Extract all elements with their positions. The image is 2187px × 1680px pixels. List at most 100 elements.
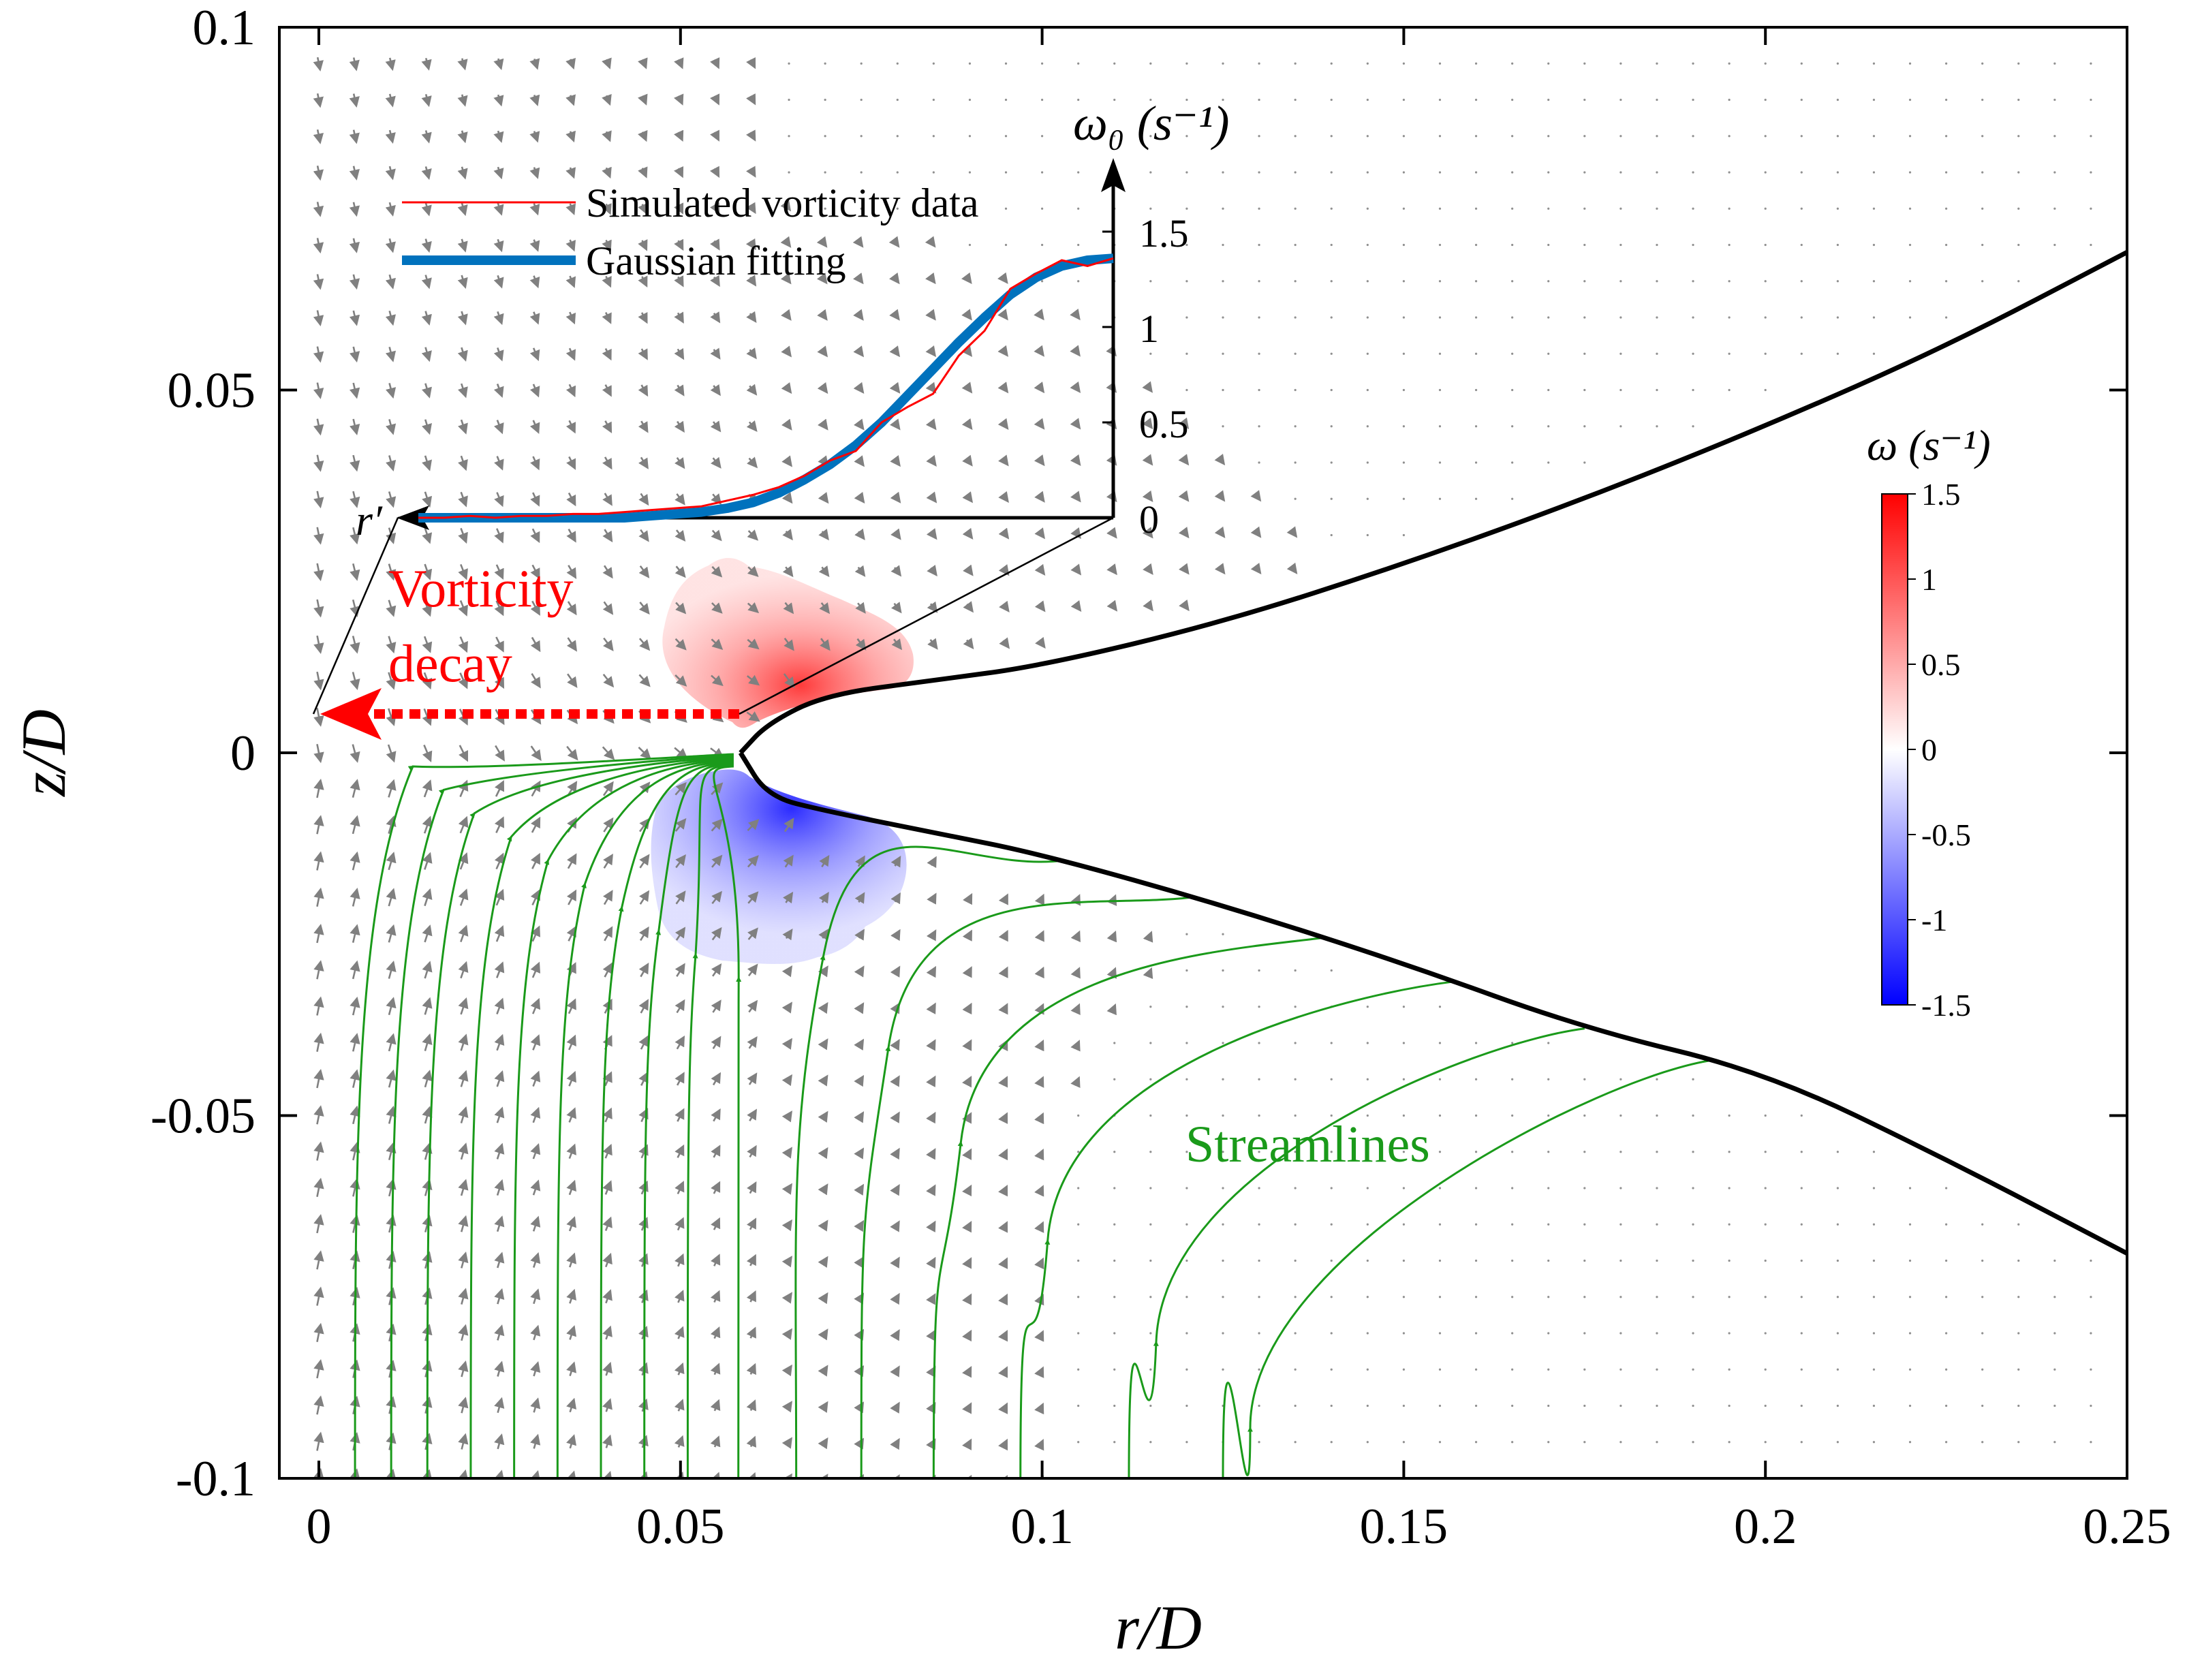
velocity-vector	[1908, 1296, 1912, 1298]
velocity-vector	[1113, 1151, 1116, 1153]
velocity-vector	[458, 636, 468, 653]
velocity-vector	[1214, 490, 1226, 502]
velocity-vector	[997, 309, 1008, 321]
velocity-vector	[1728, 1151, 1731, 1153]
velocity-vector	[639, 854, 650, 869]
velocity-vector	[1294, 280, 1297, 283]
velocity-vector	[529, 203, 540, 216]
vorticity-colorbar: ω (s⁻¹) 1.5 1 0.5 0 -0.5 -1 -1.5	[1867, 421, 1991, 1023]
velocity-vector	[458, 563, 468, 580]
velocity-vector	[1945, 62, 1948, 65]
velocity-vector	[1185, 1114, 1188, 1117]
velocity-vector	[781, 418, 792, 431]
velocity-vector	[1366, 533, 1369, 537]
velocity-vector	[1692, 388, 1694, 392]
velocity-vector	[674, 347, 685, 360]
velocity-vector	[1113, 1368, 1116, 1371]
velocity-vector	[565, 167, 576, 179]
velocity-vector	[602, 674, 615, 688]
velocity-vector	[1258, 969, 1260, 972]
velocity-vector	[386, 491, 397, 508]
velocity-vector	[781, 1328, 792, 1340]
velocity-vector	[494, 1288, 505, 1305]
velocity-vector	[313, 599, 324, 618]
velocity-vector	[458, 1070, 469, 1087]
velocity-vector	[1077, 171, 1080, 174]
velocity-vector	[926, 491, 937, 503]
velocity-vector	[602, 601, 614, 615]
velocity-vector	[1294, 243, 1297, 247]
velocity-vector	[852, 273, 864, 285]
velocity-vector	[1656, 1223, 1658, 1226]
velocity-vector	[1764, 1332, 1767, 1335]
velocity-vector	[711, 818, 723, 832]
velocity-vector	[1547, 1332, 1550, 1335]
velocity-vector	[1041, 135, 1044, 138]
velocity-vector	[854, 1147, 865, 1160]
velocity-vector	[1764, 1441, 1767, 1444]
velocity-vector	[1981, 280, 1984, 283]
velocity-vector	[890, 1474, 900, 1478]
velocity-vector	[818, 1292, 828, 1305]
velocity-vector	[1041, 98, 1044, 102]
velocity-vector	[493, 238, 504, 253]
velocity-vector	[1402, 1187, 1405, 1189]
velocity-vector	[386, 1069, 397, 1088]
velocity-vector	[854, 528, 865, 540]
velocity-vector	[1222, 280, 1224, 283]
velocity-vector	[422, 419, 432, 435]
velocity-vector	[926, 1111, 936, 1124]
velocity-vector	[529, 58, 540, 70]
vorticity-decay-label-line1: Vorticity	[388, 559, 574, 618]
velocity-vector	[1692, 171, 1694, 174]
velocity-vector	[1330, 425, 1333, 428]
velocity-vector	[1583, 1259, 1586, 1262]
velocity-vector	[567, 853, 577, 869]
velocity-vector	[1511, 1078, 1514, 1080]
velocity-vector	[745, 129, 756, 142]
velocity-vector	[1077, 1151, 1080, 1153]
velocity-vector	[1583, 1223, 1586, 1226]
velocity-vector	[1619, 243, 1622, 247]
velocity-vector	[1402, 425, 1405, 428]
velocity-vector	[1836, 1187, 1839, 1189]
velocity-vector	[1583, 98, 1586, 102]
velocity-vector	[1836, 135, 1839, 138]
velocity-vector	[1547, 1078, 1550, 1080]
inset-y-label: ω₀ (s⁻¹)	[1073, 96, 1229, 151]
velocity-vector	[926, 1293, 936, 1305]
velocity-vector	[459, 745, 469, 762]
velocity-vector	[1034, 491, 1045, 503]
velocity-vector	[1222, 316, 1224, 319]
velocity-vector	[349, 129, 360, 144]
velocity-vector	[350, 418, 360, 435]
velocity-vector	[565, 203, 576, 215]
velocity-vector	[531, 673, 541, 689]
velocity-vector	[1872, 243, 1876, 247]
velocity-vector	[1330, 1078, 1333, 1080]
velocity-vector	[1764, 1187, 1767, 1189]
velocity-vector	[747, 456, 758, 469]
velocity-vector	[746, 1290, 756, 1303]
velocity-vector	[1214, 526, 1226, 538]
velocity-vector	[1185, 352, 1188, 355]
velocity-vector	[926, 929, 937, 942]
velocity-vector	[1511, 207, 1514, 210]
velocity-vector	[602, 962, 612, 978]
velocity-vector	[1908, 1259, 1912, 1262]
velocity-vector	[1366, 171, 1369, 174]
velocity-vector	[1077, 1332, 1080, 1335]
velocity-vector	[1474, 388, 1478, 392]
velocity-vector	[1728, 62, 1731, 65]
velocity-vector	[1728, 388, 1731, 392]
velocity-vector	[1034, 345, 1044, 357]
velocity-vector	[1438, 1006, 1442, 1008]
velocity-vector	[2090, 1259, 2092, 1262]
velocity-vector	[1474, 1368, 1478, 1371]
velocity-vector	[1178, 490, 1190, 502]
velocity-vector	[638, 202, 648, 215]
velocity-vector	[1619, 1441, 1622, 1444]
velocity-vector	[313, 1032, 324, 1053]
velocity-vector	[1981, 98, 1984, 102]
velocity-vector	[457, 347, 468, 362]
